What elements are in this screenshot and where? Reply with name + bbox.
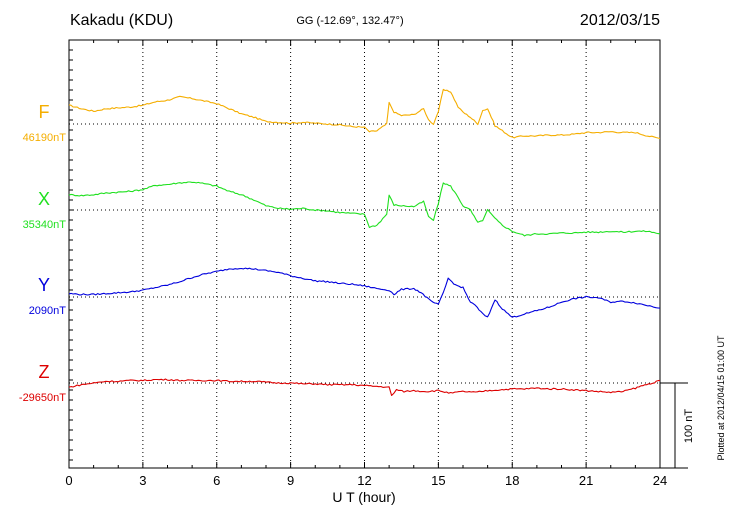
series-base-label-z: -29650nT xyxy=(19,392,66,404)
series-name-z: Z xyxy=(39,362,50,382)
scale-bar-label: 100 nT xyxy=(683,409,695,444)
x-tick-label: 12 xyxy=(357,473,371,488)
series-line-y xyxy=(68,267,661,318)
series-base-label-f: 46190nT xyxy=(23,132,67,144)
grid-lines xyxy=(69,40,660,468)
series-name-x: X xyxy=(38,189,50,209)
chart-subtitle: GG (-12.69°, 132.47°) xyxy=(296,15,403,27)
x-tick-label: 9 xyxy=(287,473,294,488)
series-line-z xyxy=(68,378,661,397)
series-base-label-x: 35340nT xyxy=(23,219,67,231)
series-name-f: F xyxy=(39,102,50,122)
x-axis-label: U T (hour) xyxy=(332,489,395,505)
x-tick-label: 3 xyxy=(139,473,146,488)
series-group xyxy=(68,88,661,397)
series-line-x xyxy=(68,181,661,237)
x-tick-label: 18 xyxy=(505,473,519,488)
x-tick-label: 0 xyxy=(65,473,72,488)
x-tick-label: 24 xyxy=(653,473,667,488)
x-tick-label: 6 xyxy=(213,473,220,488)
series-line-f xyxy=(68,88,661,139)
x-tick-label: 21 xyxy=(579,473,593,488)
series-base-label-y: 2090nT xyxy=(29,305,67,317)
x-axis-ticks: 0 3 6 9 12 15 18 21 24 xyxy=(65,40,667,488)
series-labels: F 46190nT X 35340nT Y 2090nT Z -29650nT xyxy=(19,102,66,404)
x-tick-label: 15 xyxy=(431,473,445,488)
chart-title: Kakadu (KDU) xyxy=(70,12,173,29)
chart-date: 2012/03/15 xyxy=(580,12,660,29)
plotted-note: Plotted at 2012/04/15 01:00 UT xyxy=(716,335,726,461)
series-name-y: Y xyxy=(38,275,50,295)
